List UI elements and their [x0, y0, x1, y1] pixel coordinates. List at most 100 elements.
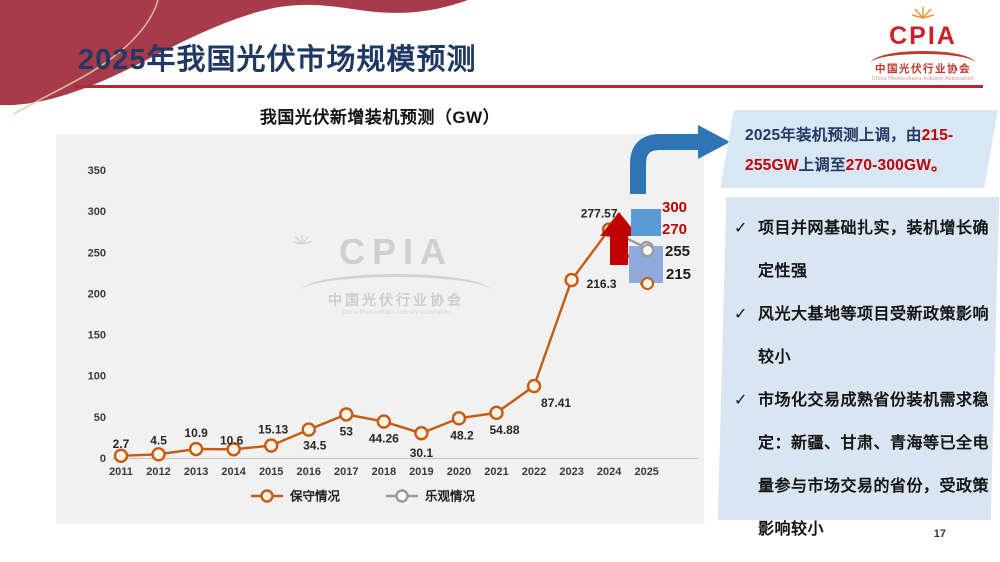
y-axis-tick-label: 0 [100, 453, 106, 465]
chart-panel: CPIA 中国光伏行业协会 China Photovoltaics Indust… [56, 134, 704, 524]
cpia-watermark: CPIA 中国光伏行业协会 China Photovoltaics Indust… [291, 234, 501, 316]
red-up-arrow-icon [600, 212, 638, 265]
data-label: 10.9 [184, 426, 208, 440]
data-point [188, 441, 204, 457]
logo-name-en: China Photovoltaics Industry Association [871, 75, 975, 82]
y-axis-tick-label: 250 [88, 247, 106, 259]
data-point [301, 422, 316, 437]
data-point [113, 448, 129, 463]
y-axis-tick-label: 300 [88, 206, 106, 218]
y-axis-tick-label: 50 [94, 412, 106, 424]
x-axis-label: 2014 [221, 466, 246, 478]
data-label: 10.6 [220, 433, 244, 447]
optimistic-endpoint-marker [641, 244, 654, 257]
data-point [451, 411, 467, 426]
data-point [526, 378, 542, 394]
watermark-name-en: China Photovoltaics Industry Association [341, 310, 451, 316]
y-axis-tick-label: 200 [88, 288, 106, 300]
watermark-name-cn: 中国光伏行业协会 [328, 292, 464, 308]
forecast-value-label: 255 [665, 243, 691, 260]
data-label: 34.5 [303, 439, 327, 453]
data-label: 2.7 [113, 437, 130, 451]
data-label: 216.3 [587, 277, 617, 291]
legend-label: 乐观情况 [425, 489, 476, 504]
key-point-text: 风光大基地等项目受新政策影响较小 [758, 306, 990, 366]
data-label: 53 [340, 424, 354, 438]
conservative-endpoint-marker [641, 277, 654, 290]
forecast-upgrade-callout: 2025年装机预测上调，由215-255GW上调至270-300GW。 [720, 110, 998, 188]
data-label: 54.88 [489, 423, 519, 437]
legend-marker [395, 489, 409, 503]
forecast-value-label: 270 [662, 221, 688, 238]
x-axis-label: 2022 [522, 466, 546, 478]
data-point [151, 447, 166, 462]
page-number: 17 [933, 528, 946, 540]
data-label: 277.57 [581, 207, 618, 221]
key-point-text: 项目并网基础扎实，装机增长确定性强 [758, 220, 990, 280]
data-label: 15.13 [258, 423, 288, 437]
key-point-text: 市场化交易成熟省份装机需求稳定：新疆、甘肃、青海等已全电量参与市场交易的省份，受… [758, 392, 990, 538]
x-axis-label: 2012 [146, 466, 170, 478]
chart-title: 我国光伏新增装机预测（GW） [259, 108, 501, 127]
data-label: 4.5 [150, 433, 167, 447]
x-axis-label: 2013 [184, 466, 208, 478]
data-label: 87.41 [541, 396, 571, 410]
page-title: 2025年我国光伏市场规模预测 [78, 44, 477, 76]
key-point-item: ✓ 风光大基地等项目受新政策影响较小 [732, 293, 989, 379]
data-label: 44.26 [369, 432, 399, 446]
y-axis-tick-label: 150 [88, 330, 106, 342]
sun-icon [911, 7, 935, 19]
logo-arc [871, 51, 975, 63]
legend-marker [260, 489, 274, 503]
callout-segment: 上调至 [798, 157, 846, 174]
data-point [376, 414, 392, 429]
callout-segment: 。 [931, 157, 947, 174]
cpia-logo: CPIA 中国光伏行业协会 China Photovoltaics Indust… [864, 6, 982, 82]
key-point-item: ✓ 项目并网基础扎实，装机增长确定性强 [732, 207, 989, 293]
callout-text: 2025年装机预测上调，由215-255GW上调至270-300GW。 [727, 110, 991, 181]
key-points-list: ✓ 项目并网基础扎实，装机增长确定性强 ✓ 风光大基地等项目受新政策影响较小 ✓ 市场化交… [722, 197, 995, 551]
callout-segment: 215-255GW [745, 127, 954, 174]
check-icon: ✓ [734, 392, 748, 409]
sun-icon [292, 234, 312, 245]
callout-segment: 2025年装机预测上调，由 [745, 127, 922, 144]
data-point [263, 438, 279, 453]
logo-name-cn: 中国光伏行业协会 [875, 63, 971, 75]
chart-svg: 0 50 100 150 200 250 300 350 2011 2012 2013 2014 201… [88, 165, 698, 504]
x-axis-label: 2011 [109, 466, 133, 478]
corner-wave-decoration [0, 0, 468, 115]
check-icon: ✓ [734, 306, 748, 323]
x-axis-label: 2024 [597, 466, 622, 478]
x-axis-label: 2020 [447, 466, 471, 478]
key-points-panel: ✓ 项目并网基础扎实，装机增长确定性强 ✓ 风光大基地等项目受新政策影响较小 ✓ 市场化交… [717, 197, 1000, 538]
data-point [414, 426, 429, 441]
data-label: 30.1 [410, 446, 434, 460]
x-axis-label: 2025 [634, 466, 658, 478]
x-axis-label: 2023 [559, 466, 583, 478]
x-axis-label: 2015 [259, 466, 283, 478]
check-icon: ✓ [734, 220, 748, 237]
y-axis-tick-label: 100 [88, 371, 106, 383]
watermark-arc [301, 274, 491, 291]
data-point [489, 405, 504, 421]
watermark-acronym: CPIA [338, 231, 453, 272]
legend-label: 保守情况 [289, 489, 341, 504]
upgraded-range-box [631, 209, 661, 236]
data-label: 48.2 [450, 428, 474, 442]
x-axis-label: 2016 [297, 466, 321, 478]
y-axis-tick-label: 350 [88, 165, 106, 177]
logo-acronym: CPIA [889, 22, 957, 50]
x-axis-label: 2017 [334, 466, 358, 478]
x-axis-label: 2019 [409, 466, 433, 478]
callout-segment: 270-300GW [845, 157, 932, 174]
x-axis-label: 2018 [372, 466, 396, 478]
forecast-value-label: 215 [666, 266, 692, 283]
forecast-value-label: 300 [662, 199, 688, 216]
key-point-item: ✓ 市场化交易成熟省份装机需求稳定：新疆、甘肃、青海等已全电量参与市场交易的省份，… [732, 379, 989, 551]
blue-curved-arrow-icon [630, 125, 730, 194]
x-axis-label: 2021 [484, 466, 508, 478]
title-underline [75, 85, 983, 88]
data-point [564, 272, 579, 288]
data-point [339, 407, 354, 422]
data-point [226, 442, 241, 457]
